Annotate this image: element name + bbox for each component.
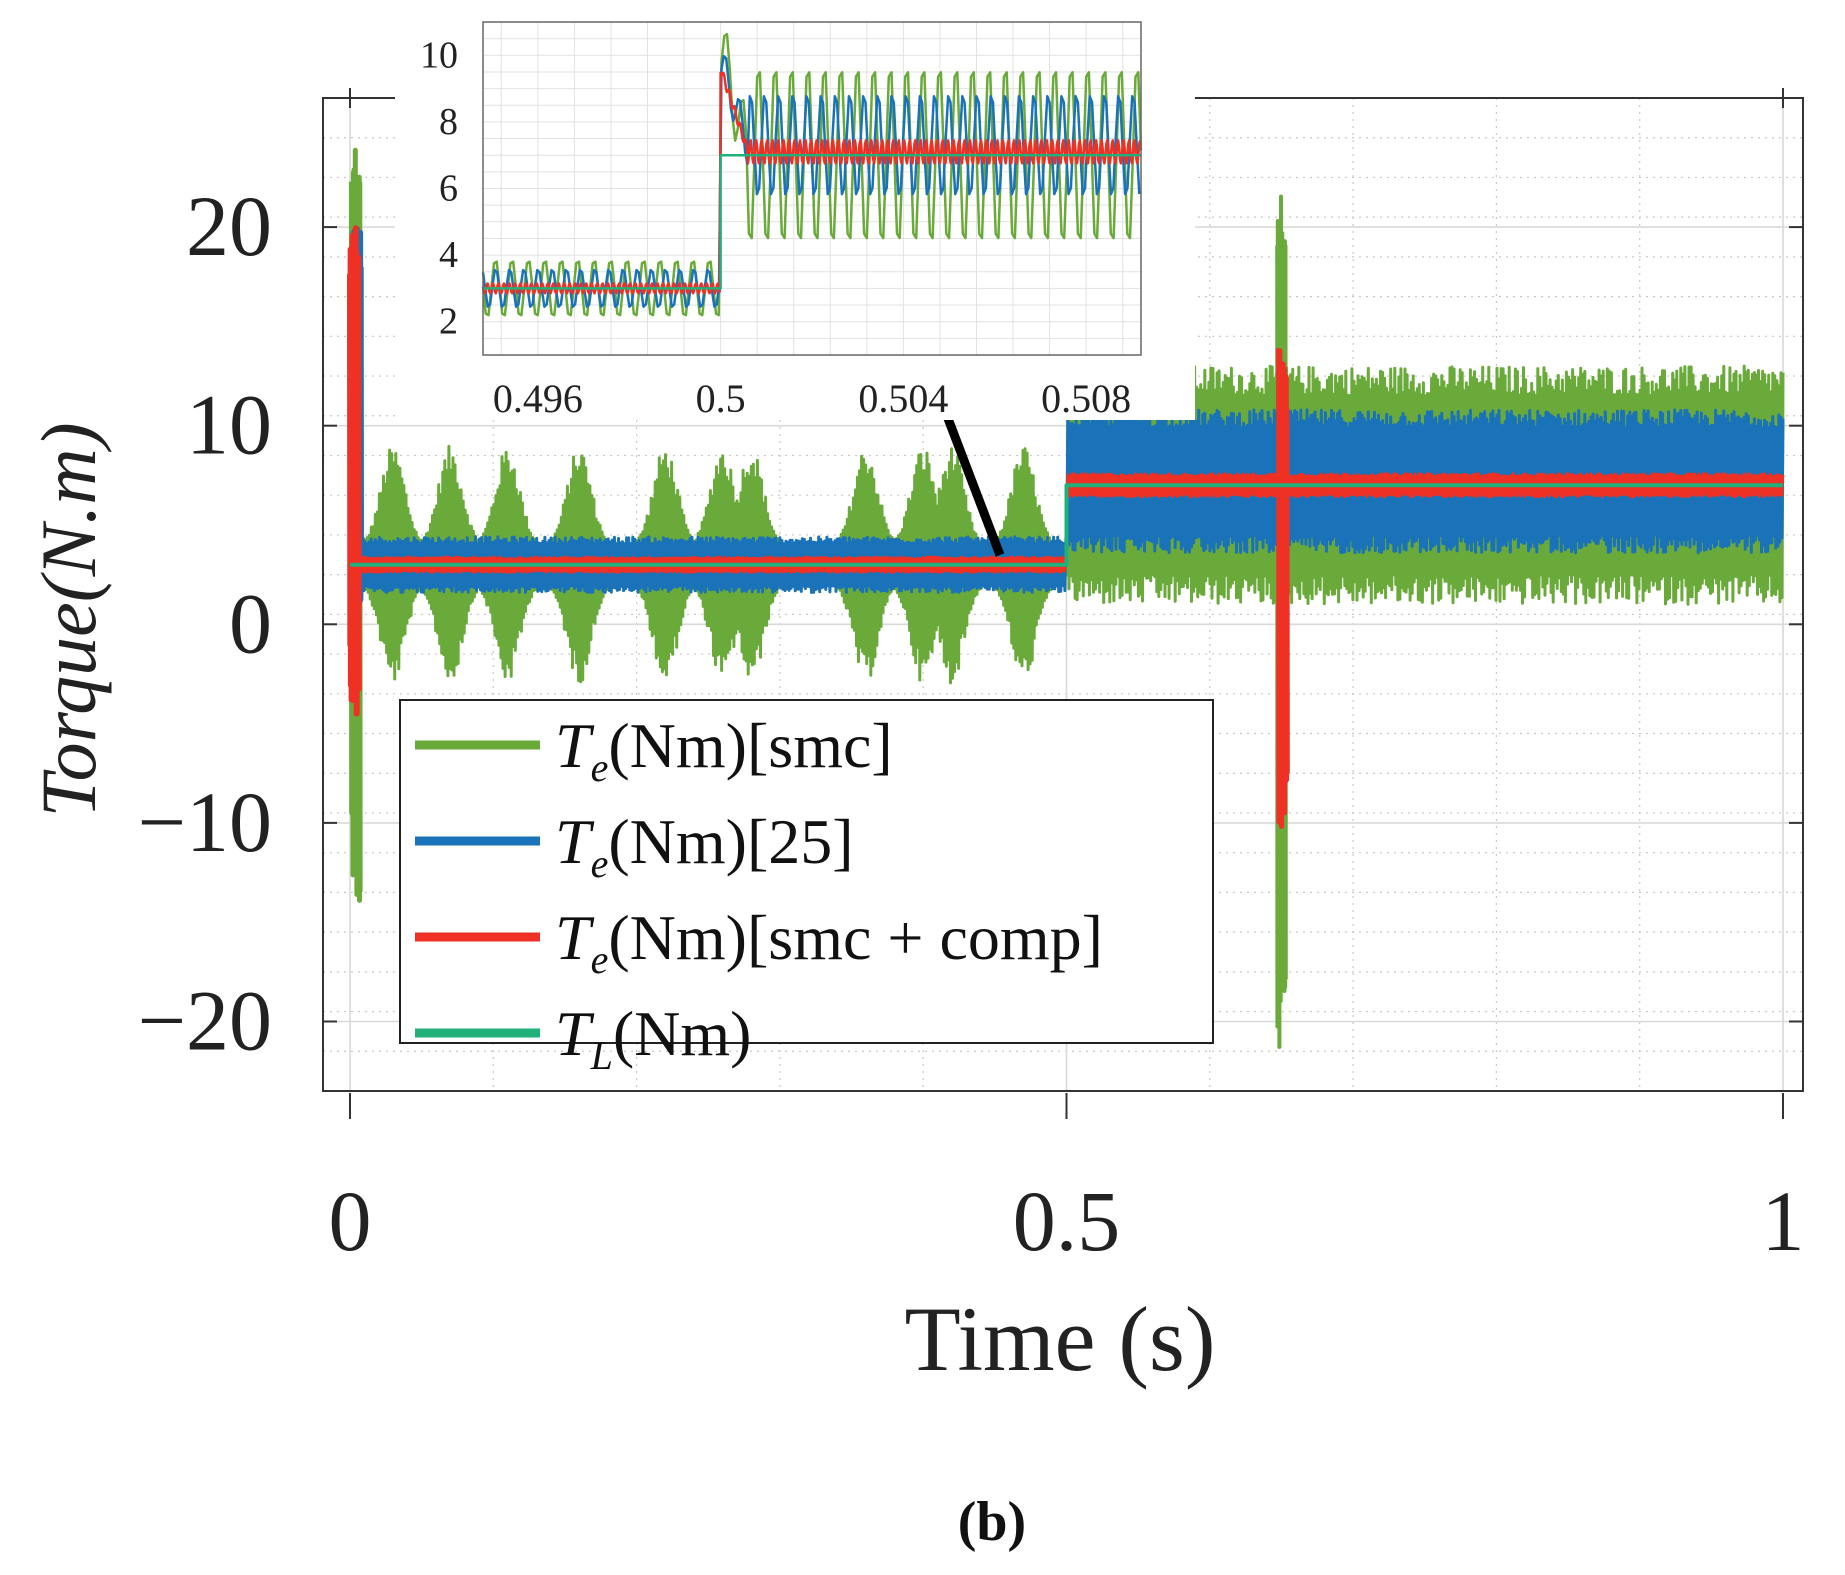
y-tick-label: −10 xyxy=(137,774,272,870)
inset-y-tick-label: 8 xyxy=(439,101,458,143)
series-line-smc-comp xyxy=(351,472,1785,574)
legend-label-smc: Te(Nm)[smc] xyxy=(555,710,893,790)
disturbance-spike-smc-comp xyxy=(1276,348,1290,829)
legend-label-load: TL(Nm) xyxy=(555,998,751,1078)
x-tick-label: 0.5 xyxy=(1013,1173,1121,1269)
x-tick-label: 0 xyxy=(329,1173,372,1269)
legend: Te(Nm)[smc] Te(Nm)[25] Te(Nm)[smc + comp] T… xyxy=(399,699,1214,1078)
inset-y-tick-label: 10 xyxy=(420,34,458,76)
y-tick-label: 10 xyxy=(186,377,272,473)
y-tick-label: 0 xyxy=(229,575,272,671)
inset-x-tick-label: 0.504 xyxy=(858,376,948,421)
inset-x-tick-label: 0.5 xyxy=(696,376,746,421)
y-axis-label: Torque(N.m) xyxy=(25,422,112,817)
startup-spike-smc-comp xyxy=(347,225,362,717)
inset-y-tick-label: 4 xyxy=(439,234,458,276)
inset-series-smc_comp xyxy=(481,71,1142,295)
inset-x-tick-label: 0.508 xyxy=(1041,376,1131,421)
legend-box xyxy=(399,699,1214,1044)
y-tick-label: −20 xyxy=(137,972,272,1068)
inset-y-tick-label: 2 xyxy=(439,301,458,343)
inset-series-load xyxy=(483,153,1141,290)
y-tick-label: 20 xyxy=(186,178,272,274)
figure-caption: (b) xyxy=(958,1491,1026,1553)
legend-label-smc_comp: Te(Nm)[smc + comp] xyxy=(555,902,1103,982)
main-ticks: 20 10 0 −10 −20 0 0.5 1 xyxy=(137,88,1805,1269)
inset-series-group xyxy=(481,32,1143,317)
inset-plot-frame xyxy=(482,21,1142,356)
legend-label-ref25: Te(Nm)[25] xyxy=(555,806,854,886)
inset-y-tick-label: 6 xyxy=(439,168,458,210)
x-axis-label: Time (s) xyxy=(905,1288,1216,1390)
inset-x-tick-label: 0.496 xyxy=(493,376,583,421)
series-line-load xyxy=(350,483,1783,567)
inset-plot: 2 4 6 8 10 0.496 0.5 0.504 0.508 xyxy=(395,8,1195,421)
x-tick-label: 1 xyxy=(1762,1173,1805,1269)
inset-ticks: 2 4 6 8 10 0.496 0.5 0.504 0.508 xyxy=(420,34,1131,421)
